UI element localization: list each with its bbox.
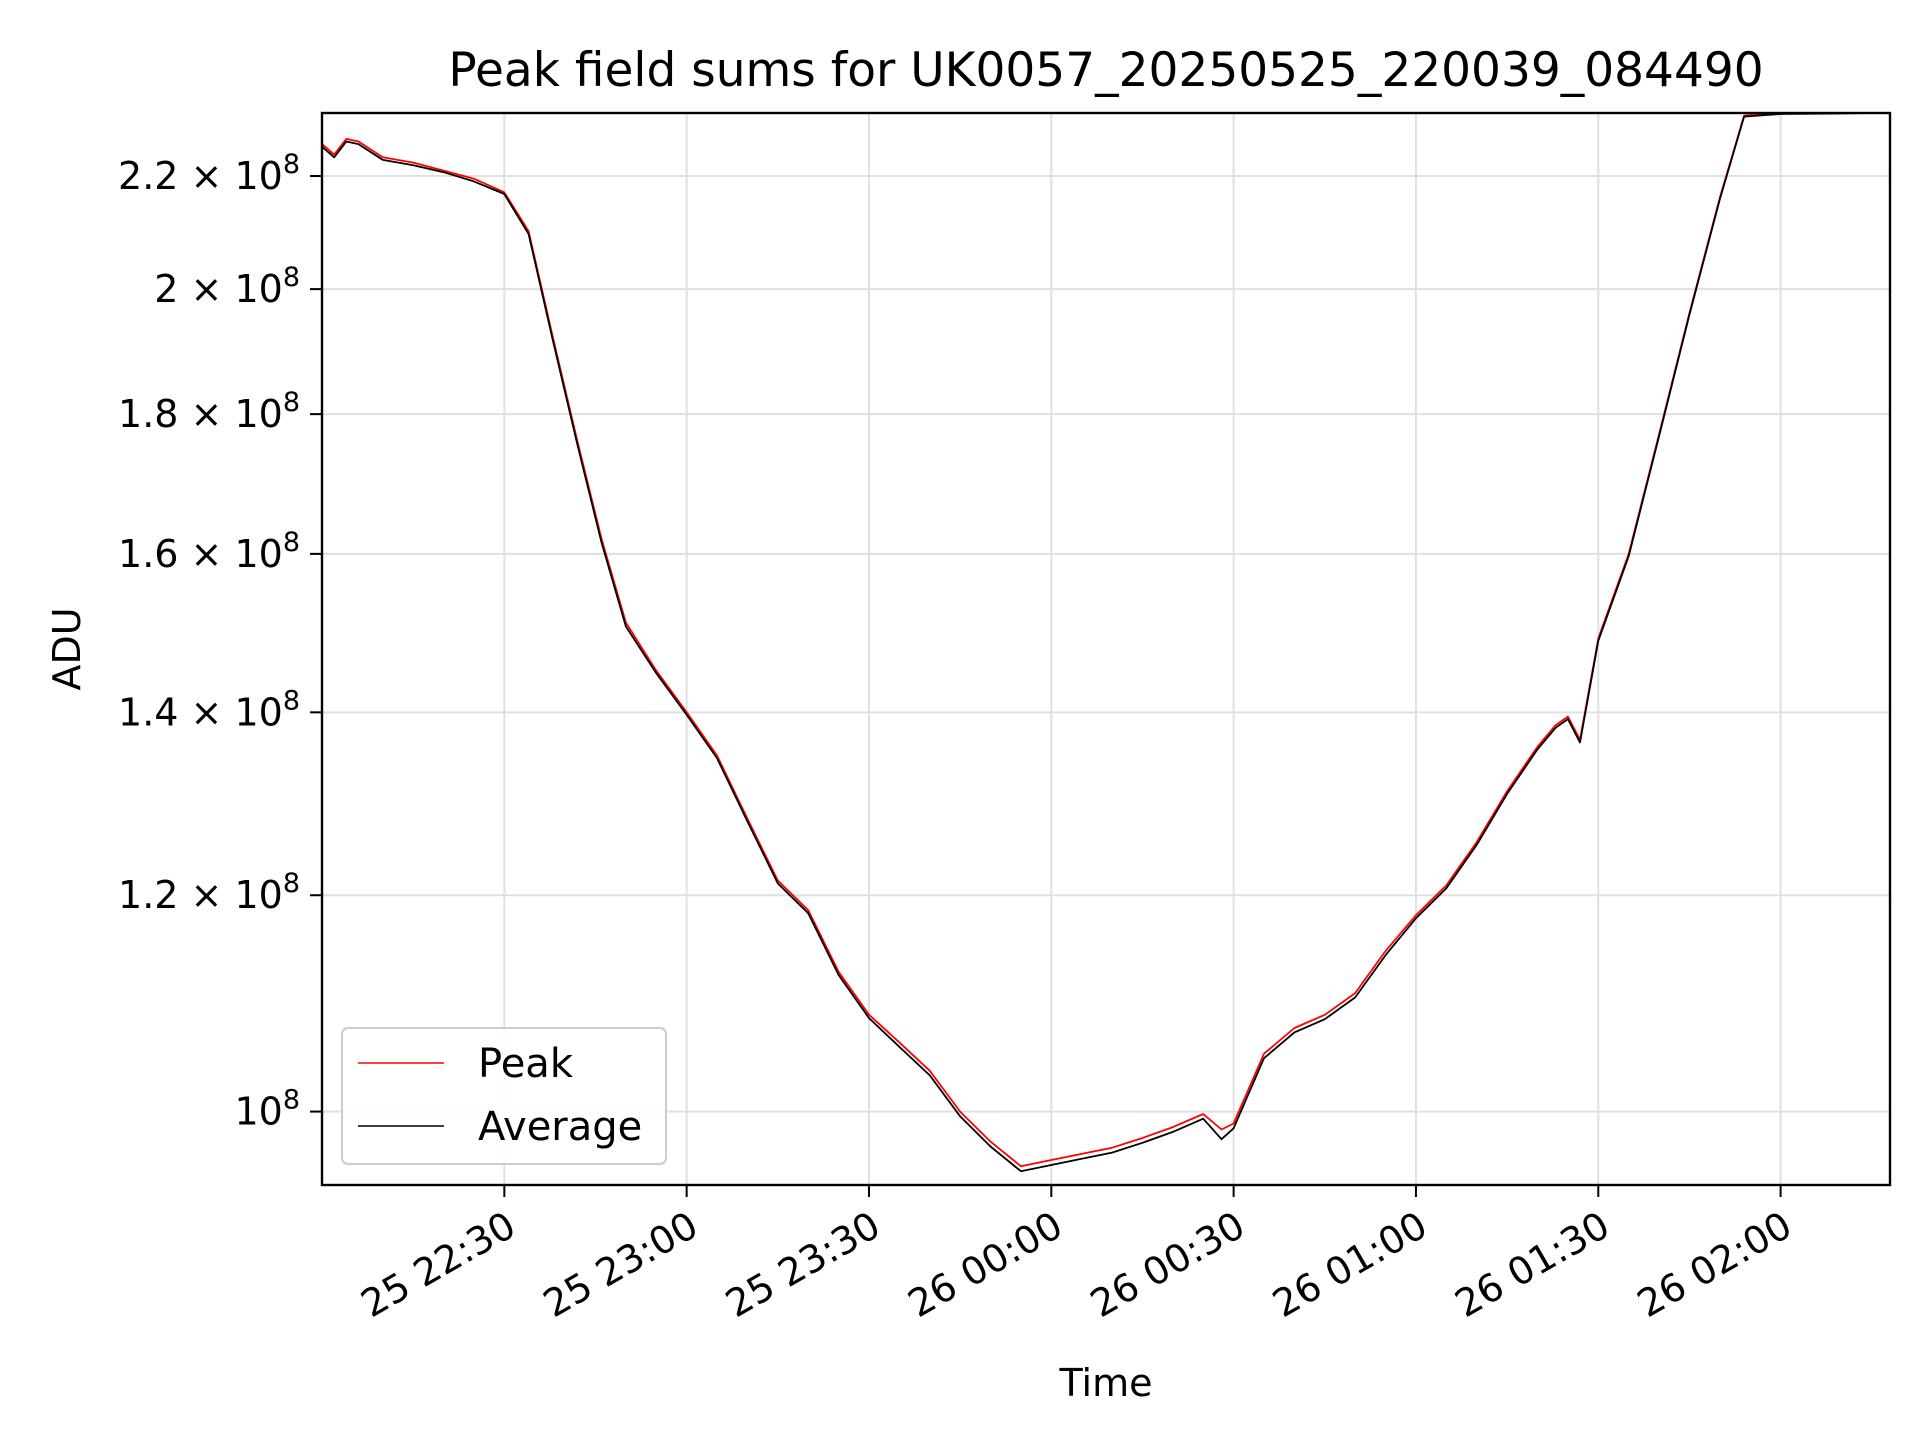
chart-title: Peak field sums for UK0057_20250525_2200… <box>448 43 1763 98</box>
y-tick-label: 108 <box>234 1085 300 1134</box>
legend-label-peak: Peak <box>478 1041 574 1087</box>
x-axis-label: Time <box>1059 1361 1153 1405</box>
y-tick-label: 2 × 108 <box>154 262 300 311</box>
y-tick-label: 1.6 × 108 <box>118 527 300 576</box>
legend-label-average: Average <box>478 1104 642 1150</box>
plot-frame <box>320 111 1892 1187</box>
series-line-average <box>321 112 1872 1173</box>
y-tick-label: 2.2 × 108 <box>118 149 300 198</box>
y-axis-label: ADU <box>45 607 89 690</box>
y-tick-label: 1.4 × 108 <box>118 685 300 734</box>
legend: Peak Average <box>341 1027 667 1165</box>
series-layer <box>321 112 1872 1173</box>
y-axis: 2.2 × 108 2 × 108 1.8 × 108 1.6 × 108 1.4 × … <box>118 149 322 1134</box>
y-tick-label: 1.8 × 108 <box>118 387 300 436</box>
legend-box <box>341 1027 667 1165</box>
y-tick-label: 1.2 × 108 <box>118 868 300 917</box>
grid <box>322 113 1890 1185</box>
